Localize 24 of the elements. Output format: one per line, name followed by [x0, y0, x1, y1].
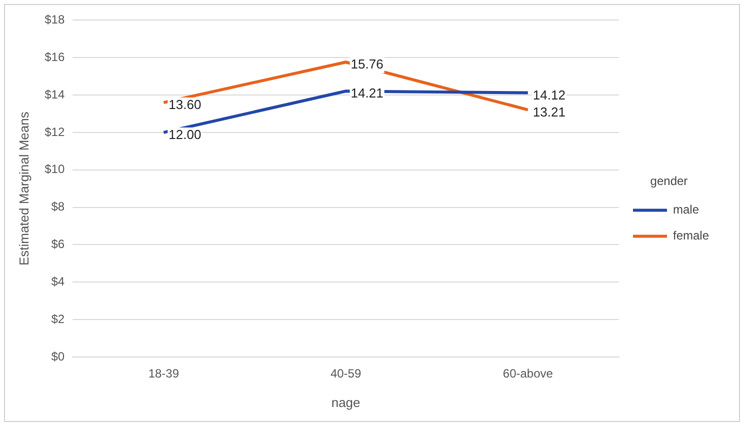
y-tick-label: $10: [44, 162, 65, 176]
data-label: 13.21: [532, 104, 566, 120]
data-label: 12.00: [168, 127, 202, 142]
y-tick-label: $4: [51, 274, 65, 288]
data-label: 15.76: [350, 56, 384, 72]
y-tick-label: $8: [51, 200, 65, 214]
y-tick-label: $18: [44, 12, 65, 27]
y-tick-label: $16: [44, 50, 65, 64]
data-label: 14.21: [350, 86, 384, 101]
x-tick-label: 60-above: [502, 366, 554, 381]
legend-label: male: [672, 202, 700, 217]
x-axis-title: nage: [331, 394, 360, 410]
y-tick-label: $0: [51, 349, 65, 364]
legend-title: gender: [650, 174, 688, 188]
x-tick-label: 40-59: [330, 366, 362, 381]
y-axis-title: Estimated Marginal Means: [16, 111, 32, 266]
legend-label: female: [672, 228, 710, 243]
x-tick-label: 18-39: [148, 366, 180, 381]
y-tick-label: $14: [44, 87, 65, 102]
data-label: 14.12: [532, 87, 566, 102]
y-tick-label: $2: [51, 312, 65, 326]
data-label: 13.60: [168, 97, 202, 112]
y-tick-label: $6: [51, 237, 65, 252]
y-tick-label: $12: [44, 124, 65, 139]
